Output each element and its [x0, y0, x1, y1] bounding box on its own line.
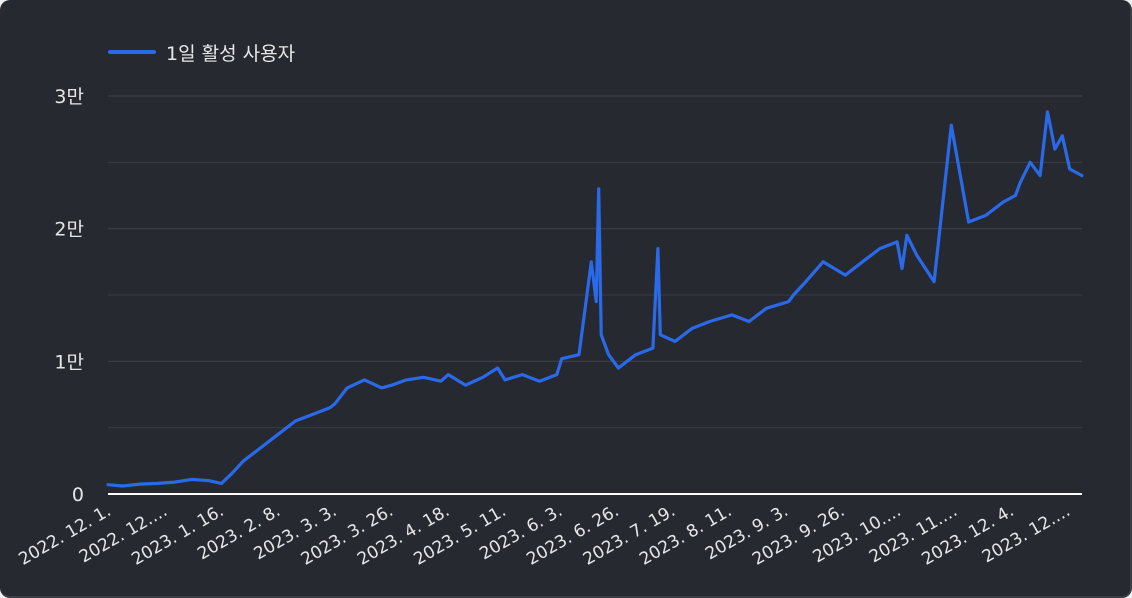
legend-swatch	[108, 50, 156, 54]
y-tick-label: 1만	[54, 351, 84, 373]
legend-label: 1일 활성 사용자	[166, 42, 296, 65]
y-tick-label: 0	[72, 484, 84, 506]
legend[interactable]: 1일 활성 사용자	[108, 38, 295, 66]
series-line	[106, 110, 1084, 488]
y-tick-label: 2만	[54, 219, 84, 241]
y-tick-label: 3만	[54, 86, 84, 108]
